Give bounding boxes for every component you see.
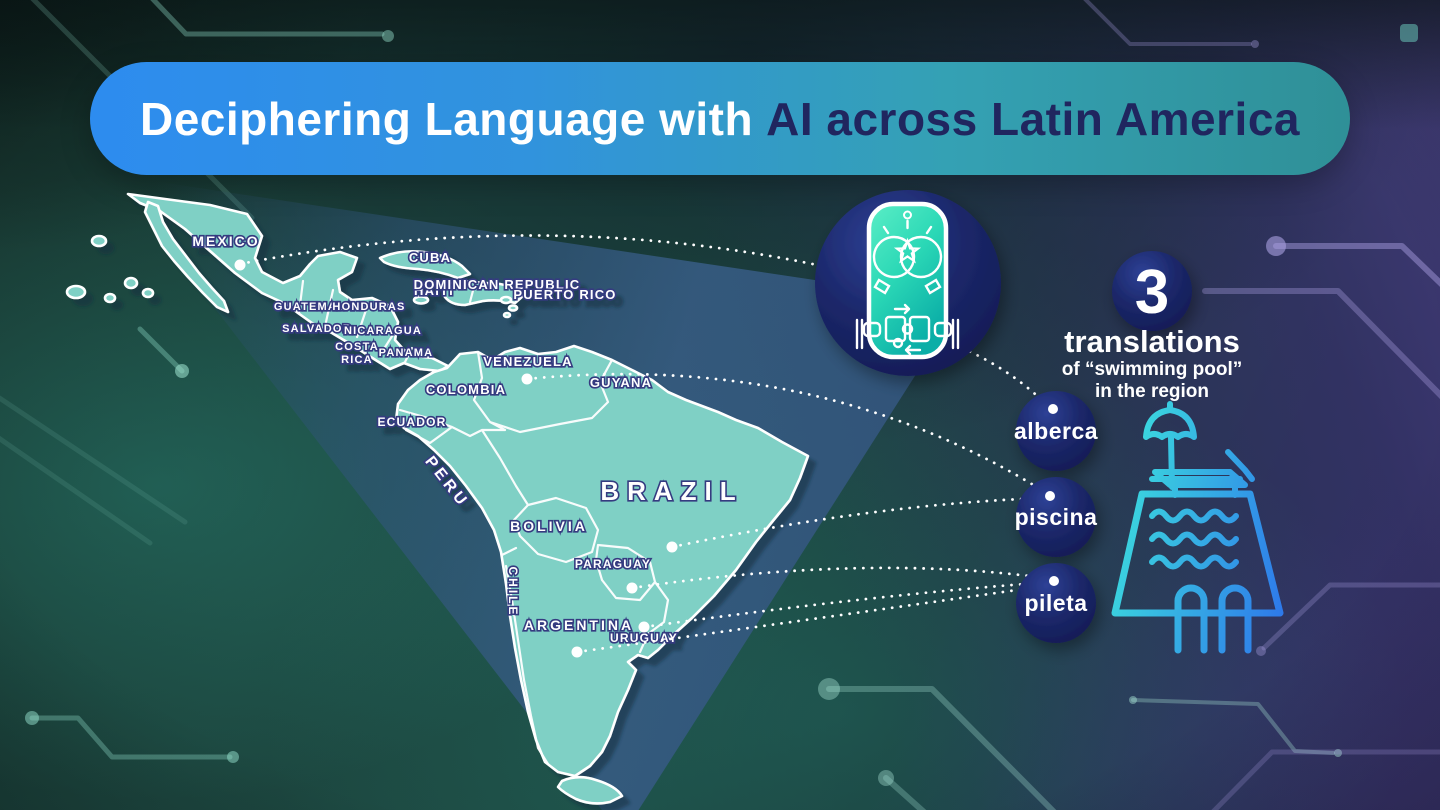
- label-mexico: MEXICO: [192, 233, 259, 249]
- hands-puzzle-icon: [855, 303, 960, 356]
- pool-ladder: [1174, 584, 1252, 654]
- translations-block: 3 translations of “swimming pool” in the…: [1062, 251, 1243, 402]
- label-panama: PANAMA: [379, 347, 434, 359]
- connector-brazil-piscina: [670, 496, 1050, 549]
- label-nicaragua: NICARAGUA: [344, 325, 422, 337]
- label-salvador: SALVADOR: [282, 323, 352, 335]
- ai-translation-phone-icon: [855, 201, 960, 360]
- phone-camera-dot: [903, 210, 912, 220]
- label-chile: CHILE: [506, 567, 520, 618]
- word-pileta: pileta: [1024, 590, 1087, 616]
- word-bubble-piscina: piscina: [1015, 477, 1098, 557]
- pacific-island: [90, 234, 108, 248]
- puerto-rico-island: [499, 295, 513, 305]
- title-text-white: Deciphering Language with: [139, 92, 754, 145]
- pacific-island: [141, 287, 155, 299]
- word-piscina: piscina: [1015, 504, 1098, 530]
- mexico-central-america-shape: [126, 192, 450, 373]
- label-puerto-rico: PUERTO RICO: [513, 287, 616, 302]
- label-honduras: HONDURAS: [332, 301, 405, 313]
- label-uruguay: URUGUAY: [610, 631, 678, 645]
- pool-lounger: [1149, 449, 1255, 498]
- label-venezuela: VENEZUELA: [483, 354, 573, 369]
- puerto-rico-island: [502, 311, 512, 319]
- label-costa: COSTA: [335, 341, 379, 353]
- connector-argentina-pileta: [575, 583, 1054, 654]
- translations-sub2: in the region: [1095, 381, 1209, 402]
- title-banner: Deciphering Language with AI across Lati…: [90, 62, 1350, 175]
- cuba-shape: [378, 249, 472, 280]
- south-america-shape: [394, 344, 810, 778]
- pacific-island: [103, 292, 117, 304]
- label-ecuador: ECUADOR: [377, 415, 446, 429]
- word-bubble-alberca: alberca: [1014, 391, 1098, 471]
- pacific-island: [65, 284, 87, 300]
- word-bubble-pileta: pileta: [1016, 563, 1096, 643]
- translations-heading: translations: [1064, 324, 1240, 359]
- country-borders: [297, 279, 670, 766]
- ai-phone-bubble: [815, 190, 1001, 376]
- tierra-del-fuego-shape: [556, 775, 624, 805]
- latin-america-map: MEXICO CUBA HAITI DOMINICAN REPUBLIC PUE…: [65, 192, 810, 805]
- puerto-rico-island: [507, 304, 519, 312]
- circuit-node-square: [1400, 24, 1418, 42]
- word-bubbles: alberca piscina pileta: [1014, 391, 1098, 643]
- bubble-dot: [1049, 576, 1059, 586]
- pool-basin: [1111, 490, 1284, 617]
- connector-mexico-phone: [238, 234, 824, 268]
- translations-sub1: of “swimming pool”: [1062, 359, 1243, 380]
- bubble-dot: [1045, 491, 1055, 501]
- jamaica-shape: [412, 295, 430, 305]
- shared-idea-bulbs-icon: [872, 219, 943, 295]
- label-guatemala: GUATEMALA: [274, 301, 354, 313]
- label-rica: RICA: [341, 354, 373, 366]
- count-circle: [1112, 251, 1192, 331]
- label-guyana: GUYANA: [590, 375, 652, 390]
- title-text-navy: AI across Latin America: [766, 92, 1300, 145]
- label-brazil: BRAZIL: [600, 476, 743, 506]
- word-alberca: alberca: [1014, 418, 1098, 444]
- bubble-dot: [1048, 404, 1058, 414]
- pool-waves: [1149, 508, 1239, 570]
- pacific-island: [123, 276, 139, 290]
- label-argentina: ARGENTINA: [524, 617, 634, 633]
- label-paraguay: PARAGUAY: [575, 557, 651, 571]
- map-labels: MEXICO CUBA HAITI DOMINICAN REPUBLIC PUE…: [191, 231, 743, 646]
- label-cuba: CUBA: [409, 250, 451, 265]
- label-dominican-republic: DOMINICAN REPUBLIC: [414, 277, 581, 292]
- label-bolivia: BOLIVIA: [510, 518, 588, 534]
- swimming-pool-icon: [1111, 401, 1284, 654]
- count-text: 3: [1135, 258, 1169, 327]
- label-haiti: HAITI: [414, 283, 454, 298]
- label-colombia: COLOMBIA: [426, 382, 506, 397]
- connector-paraguay-pileta: [630, 566, 1054, 590]
- baja-california-shape: [143, 200, 230, 314]
